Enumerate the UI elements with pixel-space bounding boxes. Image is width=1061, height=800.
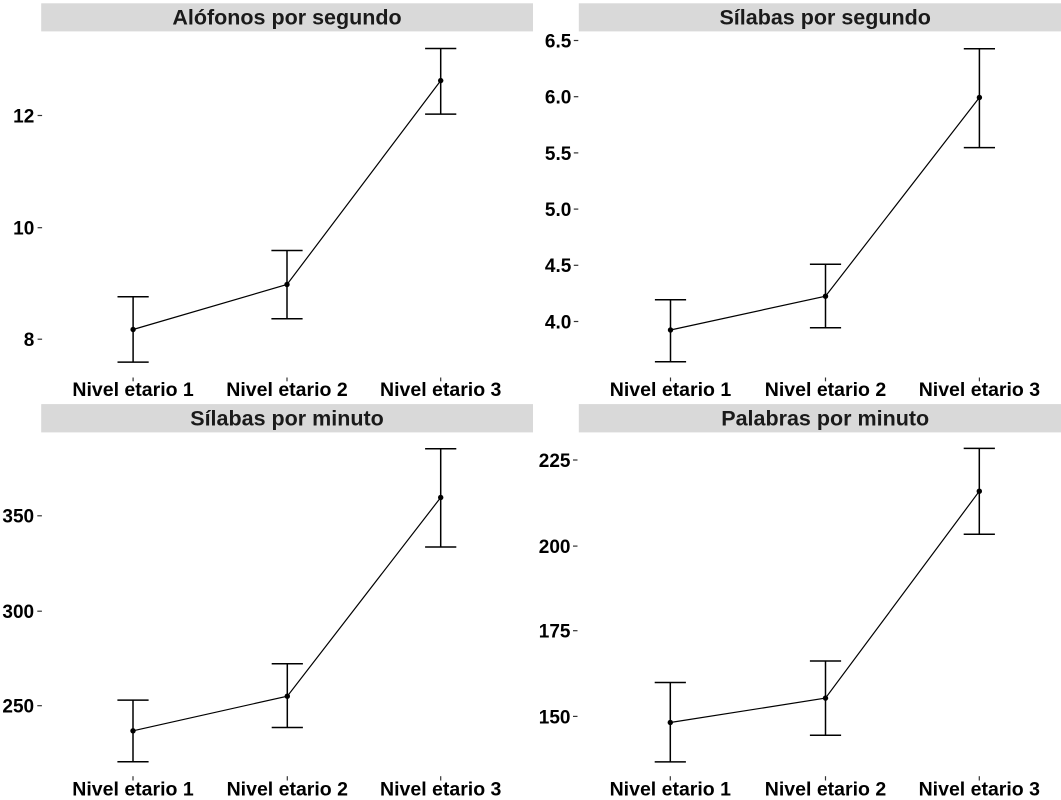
svg-text:200: 200 xyxy=(539,537,571,558)
svg-text:150: 150 xyxy=(539,707,571,728)
svg-text:Nivel etario 1: Nivel etario 1 xyxy=(610,379,732,401)
svg-text:Nivel etario 2: Nivel etario 2 xyxy=(227,778,349,800)
svg-text:Nivel etario 3: Nivel etario 3 xyxy=(919,778,1041,800)
svg-text:225: 225 xyxy=(539,451,571,472)
svg-text:6.5: 6.5 xyxy=(545,31,572,52)
svg-text:Nivel etario 2: Nivel etario 2 xyxy=(765,379,887,401)
svg-text:10: 10 xyxy=(13,219,34,240)
svg-text:Nivel etario 1: Nivel etario 1 xyxy=(610,778,732,800)
svg-text:350: 350 xyxy=(2,507,34,528)
svg-text:4.0: 4.0 xyxy=(545,312,571,333)
svg-text:Sílabas por segundo: Sílabas por segundo xyxy=(719,6,930,30)
svg-text:300: 300 xyxy=(2,602,34,623)
svg-text:4.5: 4.5 xyxy=(545,256,572,277)
svg-text:250: 250 xyxy=(2,697,34,718)
svg-text:Nivel etario 3: Nivel etario 3 xyxy=(380,778,502,800)
svg-text:Palabras por minuto: Palabras por minuto xyxy=(721,406,929,430)
svg-text:175: 175 xyxy=(539,622,571,643)
svg-text:Nivel etario 3: Nivel etario 3 xyxy=(919,379,1041,401)
svg-text:5.0: 5.0 xyxy=(545,200,571,221)
svg-text:Nivel etario 2: Nivel etario 2 xyxy=(765,778,887,800)
svg-text:Nivel etario 1: Nivel etario 1 xyxy=(72,379,194,401)
svg-text:Alófonos por segundo: Alófonos por segundo xyxy=(172,6,401,30)
svg-text:Nivel etario 3: Nivel etario 3 xyxy=(380,379,502,401)
svg-text:Nivel etario 1: Nivel etario 1 xyxy=(72,778,194,800)
svg-text:Sílabas por minuto: Sílabas por minuto xyxy=(190,406,384,430)
svg-text:6.0: 6.0 xyxy=(545,88,571,109)
svg-text:5.5: 5.5 xyxy=(545,144,572,165)
svg-text:12: 12 xyxy=(13,106,34,127)
svg-text:8: 8 xyxy=(24,330,35,351)
svg-text:Nivel etario 2: Nivel etario 2 xyxy=(226,379,348,401)
